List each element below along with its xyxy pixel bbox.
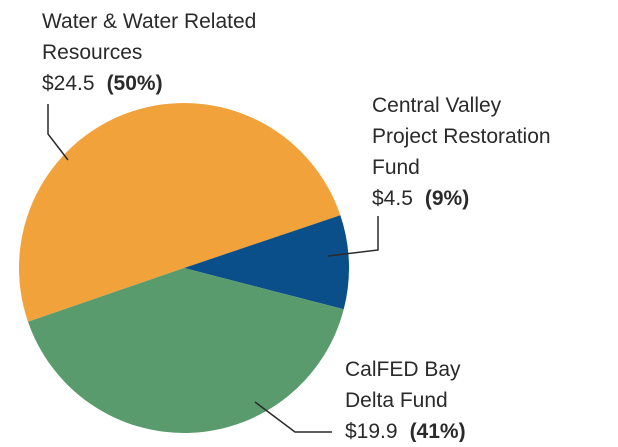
slice-label: Delta Fund [345,389,448,412]
leader-line [254,401,332,433]
value-label: $4.5 [372,187,413,210]
percentage-label: (50%) [107,72,163,95]
slice-label: Resources [42,41,142,64]
pie-slice [27,268,344,433]
slice-label: Water & Water Related [42,10,256,33]
leader-line [47,104,69,161]
slice-label: CalFED Bay [345,358,461,381]
slice-label: Project Restoration [372,125,551,148]
value-label: $19.9 [345,420,398,442]
percentage-label: (41%) [410,420,466,442]
value-label: $24.5 [42,72,95,95]
slice-value: $24.5 (50%) [42,72,163,95]
slice-label: Central Valley [372,94,502,117]
slice-label: Fund [372,156,420,179]
leader-line [327,216,379,257]
slice-value: $19.9 (41%) [345,420,466,442]
pie-slice [18,102,341,322]
percentage-label: (9%) [425,187,469,210]
slice-value: $4.5 (9%) [372,187,469,210]
pie-slice [184,215,349,310]
